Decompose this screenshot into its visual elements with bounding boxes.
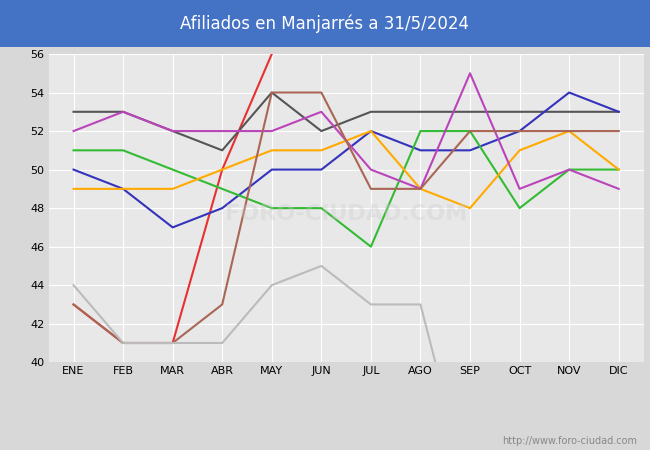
Text: FORO-CIUDAD.COM: FORO-CIUDAD.COM	[225, 204, 467, 224]
Text: http://www.foro-ciudad.com: http://www.foro-ciudad.com	[502, 436, 637, 446]
Text: Afiliados en Manjarrés a 31/5/2024: Afiliados en Manjarrés a 31/5/2024	[181, 14, 469, 33]
